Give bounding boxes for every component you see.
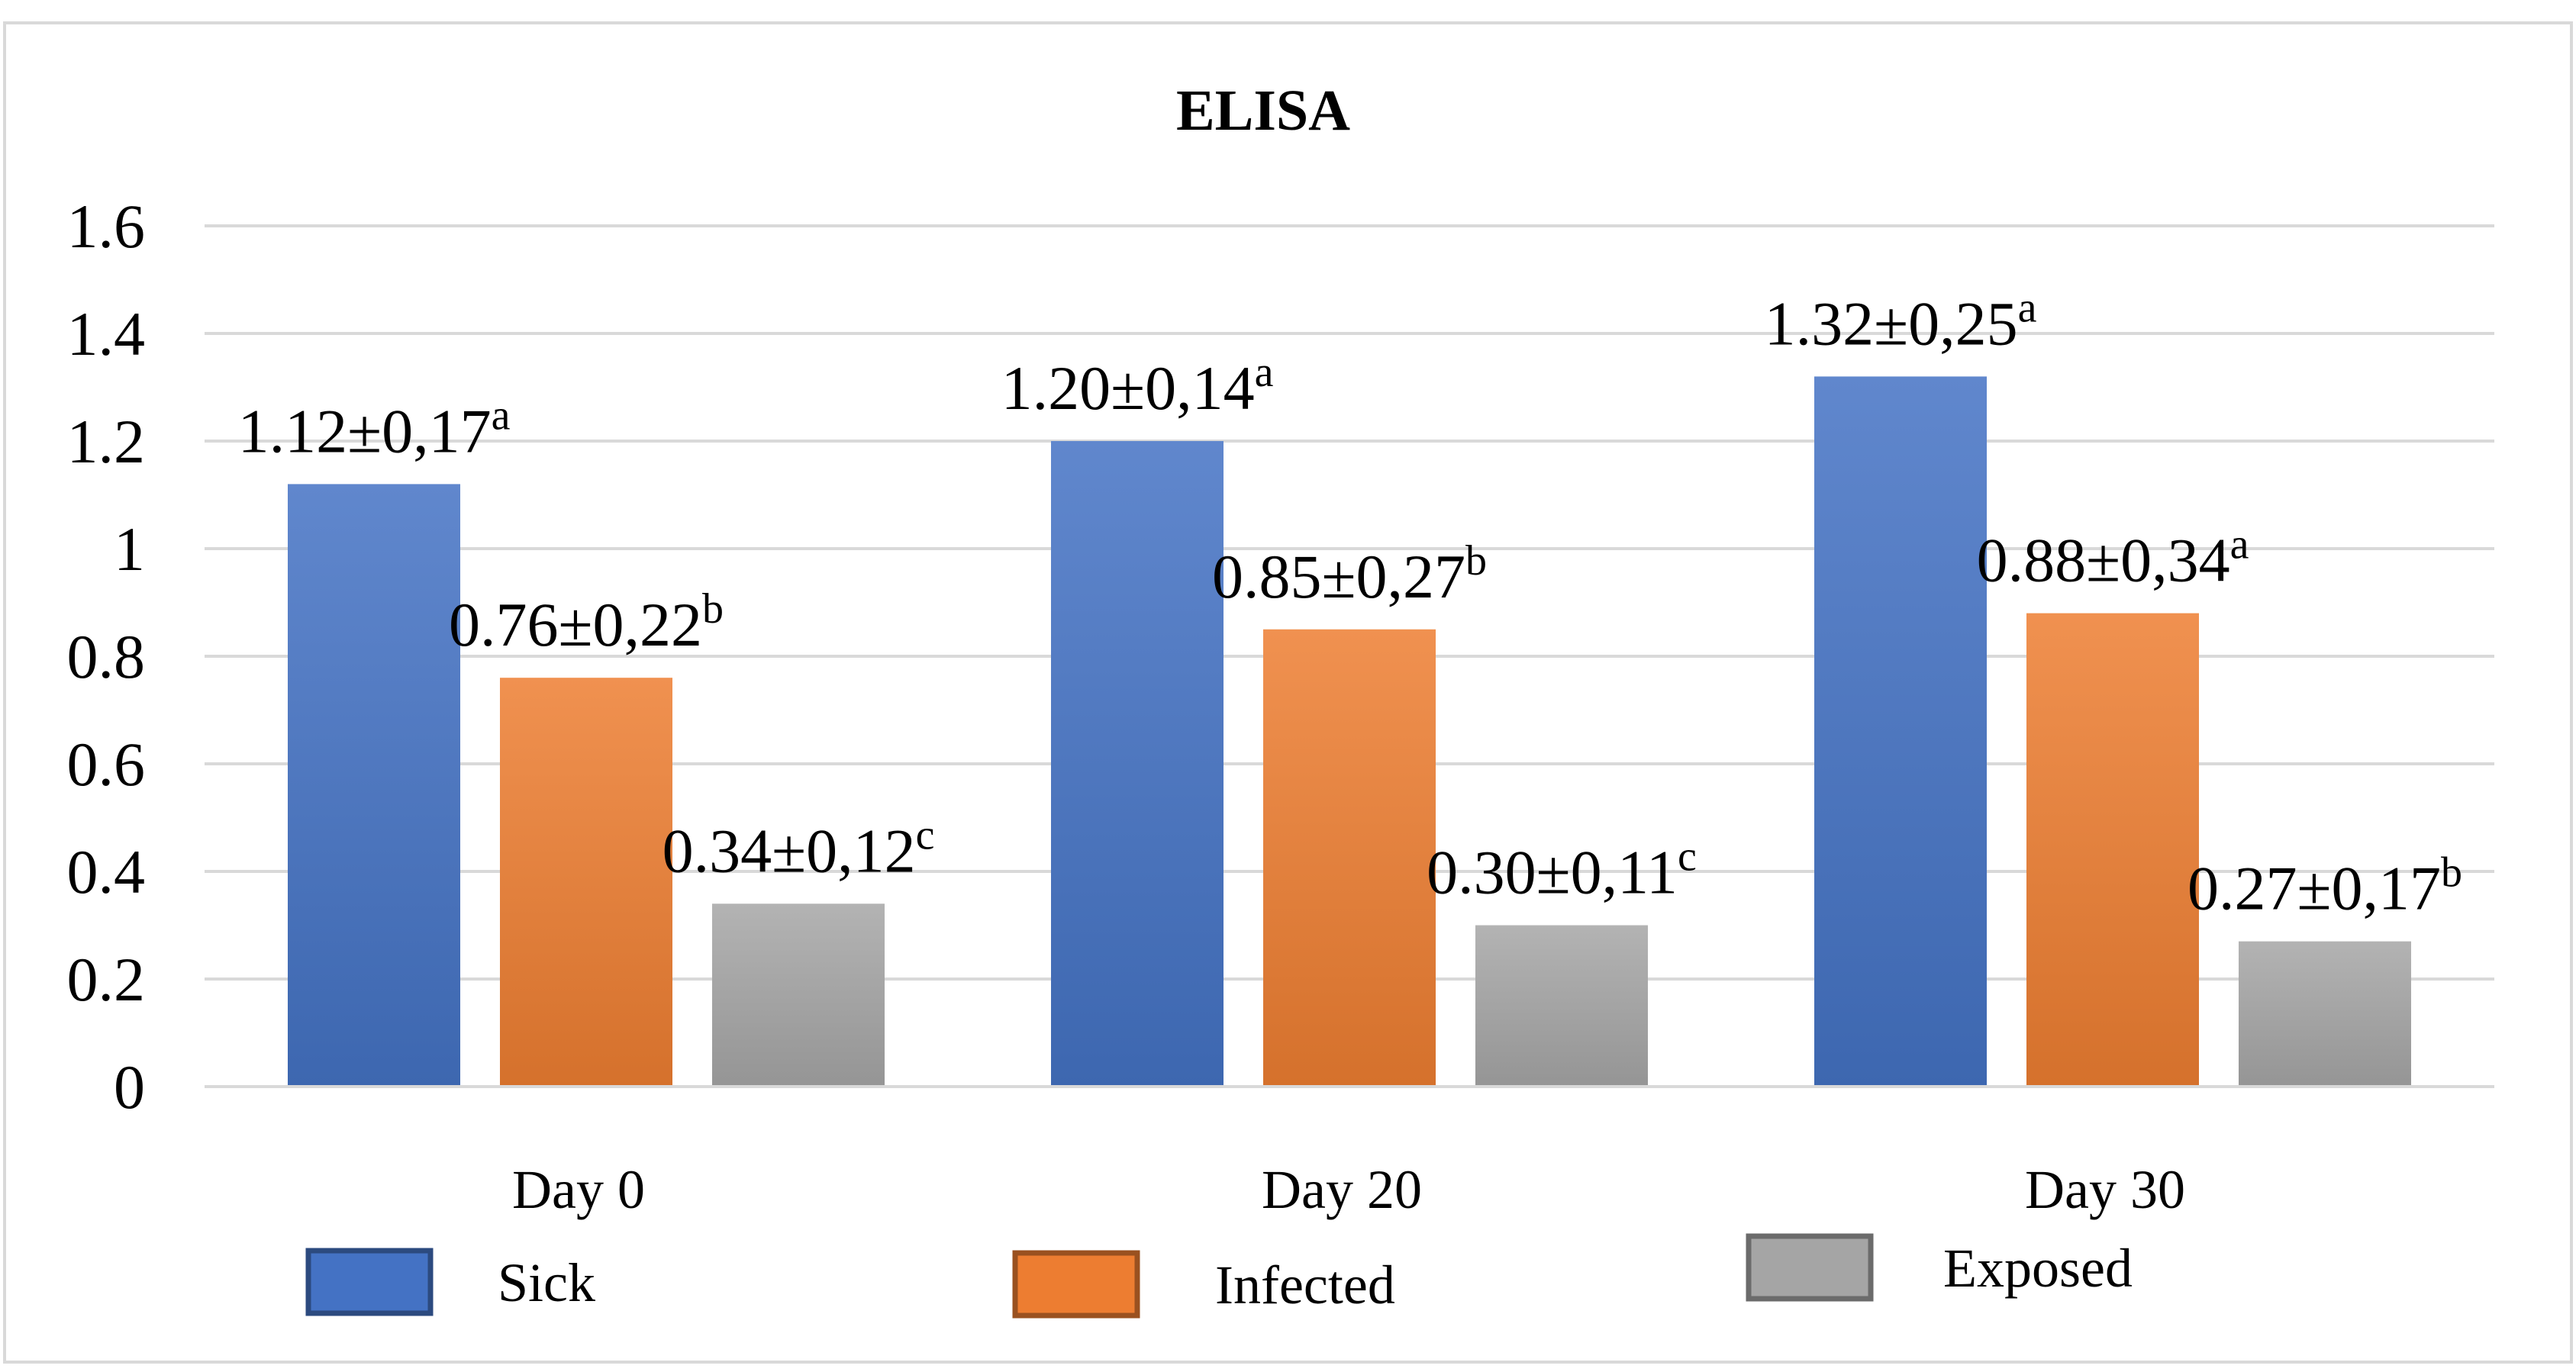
bar-sick-3 [1814,376,1987,1087]
chart-title: ELISA [1176,79,1350,143]
data-label: 0.85±0,27b [1212,537,1487,611]
data-label: 0.88±0,34a [1977,521,2249,595]
data-label: 0.76±0,22b [449,585,724,659]
legend: Sick Infected Exposed [305,1233,2133,1319]
data-label: 1.12±0,17a [238,391,511,465]
y-tick-label: 0 [114,1052,145,1122]
data-label: 0.30±0,11c [1427,833,1697,907]
x-category-label: Day 20 [1262,1159,1422,1220]
legend-item-sick: Sick [305,1248,595,1316]
y-tick-label: 0.4 [67,837,146,907]
data-label: 0.34±0,12c [663,811,935,885]
bar-sick-2 [1051,441,1224,1087]
legend-item-infected: Infected [1012,1250,1395,1319]
bar-exposed-2 [1475,925,1648,1087]
bar-infected-3 [2026,613,2199,1087]
y-tick-label: 0.8 [67,622,146,691]
legend-swatch [305,1248,434,1316]
y-tick-label: 0.6 [67,729,146,799]
legend-swatch [1746,1233,1874,1302]
y-tick-label: 0.2 [67,945,146,1014]
bar-infected-2 [1263,629,1436,1087]
bar-exposed-1 [712,903,885,1087]
legend-item-exposed: Exposed [1746,1233,2133,1302]
data-labels: 1.12±0,17a 0.76±0,22b 0.34±0,12c 1.20±0,14a… [238,284,2462,923]
data-label: 0.27±0,17b [2188,849,2462,923]
y-tick-label: 1 [114,514,145,584]
x-category-label: Day 0 [512,1159,645,1220]
y-tick-label: 1.4 [67,299,146,369]
y-axis-ticks: 0 0.2 0.4 0.6 0.8 1 1.2 1.4 1.6 [67,192,146,1122]
bar-infected-1 [500,678,672,1087]
y-tick-label: 1.2 [67,407,146,476]
y-tick-label: 1.6 [67,192,146,261]
legend-label: Exposed [1943,1238,2133,1299]
bars [288,376,2411,1087]
x-category-label: Day 30 [2025,1159,2185,1220]
data-label: 1.32±0,25a [1765,284,2037,358]
bar-sick-1 [288,484,460,1087]
legend-label: Sick [498,1252,595,1313]
bar-exposed-3 [2239,941,2411,1087]
legend-label: Infected [1215,1254,1395,1316]
data-label: 1.20±0,14a [1001,349,1274,423]
x-axis-categories: Day 0 Day 20 Day 30 [512,1159,2185,1220]
legend-swatch [1012,1250,1140,1319]
